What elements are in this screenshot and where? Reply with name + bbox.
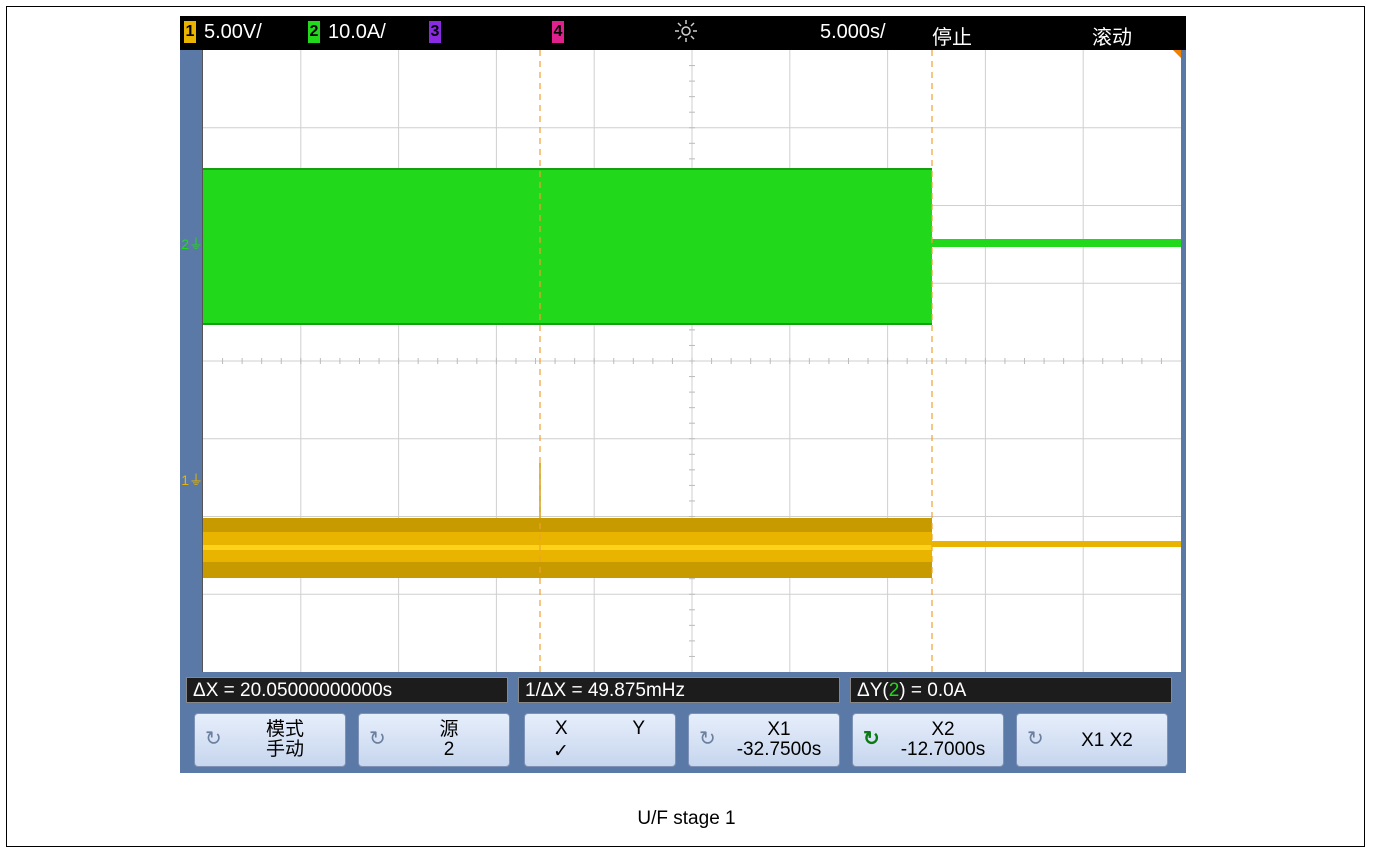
x1-x2-label: X1 X2 bbox=[1081, 730, 1133, 751]
channel-2-trace-bottom-edge bbox=[203, 323, 932, 325]
source-softkey[interactable]: ↻ 源 2 bbox=[358, 713, 510, 767]
mode-softkey[interactable]: ↻ 模式 手动 bbox=[194, 713, 346, 767]
acquisition-mode-label: 滚动 bbox=[1092, 27, 1132, 49]
run-state-label: 停止 bbox=[932, 27, 972, 49]
channel-1-trace-idle bbox=[932, 541, 1181, 547]
channel-2-scale: 10.0A/ bbox=[328, 21, 386, 43]
channel-1-badge: 1 bbox=[184, 21, 196, 43]
x-option: X bbox=[555, 718, 568, 739]
graticule-grid bbox=[203, 50, 1181, 672]
channel-2-trace-idle bbox=[932, 239, 1181, 247]
rotate-knob-icon: ↻ bbox=[369, 728, 386, 750]
check-icon: ✓ bbox=[553, 741, 569, 762]
delta-y-prefix: ΔY( bbox=[857, 680, 889, 701]
figure-caption: U/F stage 1 bbox=[637, 808, 736, 829]
sun-trigger-icon bbox=[674, 19, 698, 49]
x2-softkey[interactable]: ↻ X2 -12.7000s bbox=[852, 713, 1004, 767]
delta-x-readout: ΔX = 20.05000000000s bbox=[186, 677, 508, 703]
delta-y-value: ) = 0.0A bbox=[899, 680, 967, 701]
channel-4-indicator[interactable]: 4 bbox=[552, 21, 564, 44]
waveform-graticule[interactable]: 2⏚ 1⏚ bbox=[181, 50, 1181, 672]
x1-label: X1 bbox=[767, 719, 791, 740]
channel-2-trace-top-edge bbox=[203, 168, 932, 170]
cursor-lines[interactable] bbox=[539, 50, 933, 672]
source-label: 源 bbox=[439, 719, 459, 740]
channel-2-marker-label: 2 bbox=[181, 236, 189, 252]
rotate-knob-icon: ↻ bbox=[699, 728, 716, 750]
x1-value: -32.7500s bbox=[736, 739, 822, 760]
ground-arrow-icon: ⏚ bbox=[189, 472, 203, 488]
channel-1-marker-label: 1 bbox=[181, 472, 189, 488]
ground-arrow-icon: ⏚ bbox=[189, 236, 203, 252]
mode-value: 手动 bbox=[265, 739, 304, 760]
channel-1-scale: 5.00V/ bbox=[204, 21, 262, 43]
waveform-svg bbox=[203, 50, 1181, 672]
softkey-bar: ↻ 模式 手动 ↻ 源 2 X Y ✓ ↻ X1 -32.7500s ↻ X2 … bbox=[180, 708, 1186, 773]
channel-1-ground-marker[interactable]: 1⏚ bbox=[173, 470, 203, 490]
xy-softkey[interactable]: X Y ✓ bbox=[524, 713, 676, 767]
channel-1-trace-center bbox=[203, 545, 932, 550]
channel-2-ground-marker[interactable]: 2⏚ bbox=[173, 234, 203, 254]
x1-x2-softkey[interactable]: ↻ X1 X2 bbox=[1016, 713, 1168, 767]
channel-2-badge: 2 bbox=[308, 21, 320, 43]
oscilloscope-display: 1 5.00V/ 2 10.0A/ 3 4 5.000s/ 停止 bbox=[180, 16, 1186, 773]
x1-softkey[interactable]: ↻ X1 -32.7500s bbox=[688, 713, 840, 767]
x2-value: -12.7000s bbox=[900, 739, 986, 760]
mode-label: 模式 bbox=[265, 719, 304, 740]
channel-3-badge: 3 bbox=[429, 21, 441, 43]
source-value: 2 bbox=[443, 739, 455, 760]
x2-label: X2 bbox=[931, 719, 955, 740]
timebase-label: 5.000s/ bbox=[820, 21, 886, 43]
channel-2-indicator[interactable]: 2 bbox=[308, 21, 320, 44]
rotate-knob-active-icon: ↻ bbox=[863, 728, 880, 750]
y-option: Y bbox=[632, 718, 645, 739]
channel-1-indicator[interactable]: 1 bbox=[184, 21, 196, 44]
channel-4-badge: 4 bbox=[552, 21, 564, 43]
delta-y-source: 2 bbox=[888, 680, 900, 701]
measurement-bar: ΔX = 20.05000000000s 1/ΔX = 49.875mHz ΔY… bbox=[180, 674, 1186, 708]
channel-3-indicator[interactable]: 3 bbox=[429, 21, 441, 44]
rotate-knob-icon: ↻ bbox=[205, 728, 222, 750]
status-bar: 1 5.00V/ 2 10.0A/ 3 4 5.000s/ 停止 bbox=[180, 16, 1186, 50]
rotate-knob-icon: ↻ bbox=[1027, 728, 1044, 750]
trigger-position-icon bbox=[1173, 50, 1181, 58]
channel-2-trace-active bbox=[203, 168, 932, 325]
traces bbox=[203, 168, 1181, 578]
delta-y-readout: ΔY(2) = 0.0A bbox=[850, 677, 1172, 703]
inverse-delta-x-readout: 1/ΔX = 49.875mHz bbox=[518, 677, 840, 703]
